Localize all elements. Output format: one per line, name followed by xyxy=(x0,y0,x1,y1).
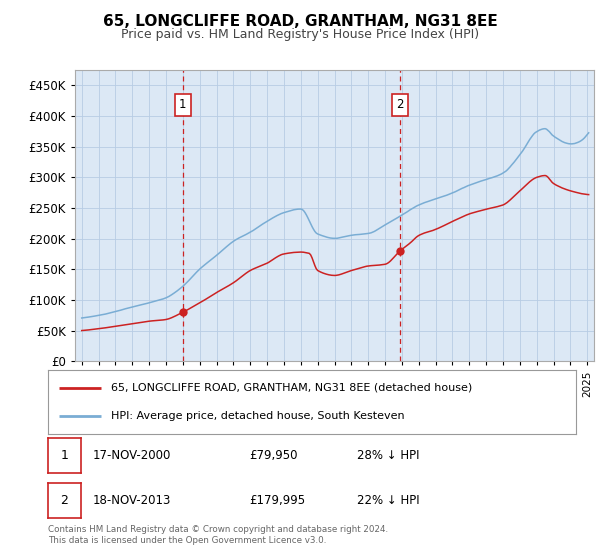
Text: Price paid vs. HM Land Registry's House Price Index (HPI): Price paid vs. HM Land Registry's House … xyxy=(121,28,479,41)
Text: £179,995: £179,995 xyxy=(249,494,305,507)
Text: 2: 2 xyxy=(61,494,68,507)
Text: HPI: Average price, detached house, South Kesteven: HPI: Average price, detached house, Sout… xyxy=(112,411,405,421)
Text: 1: 1 xyxy=(61,449,68,463)
Text: £79,950: £79,950 xyxy=(249,449,298,463)
Text: 2: 2 xyxy=(397,99,404,111)
Text: 22% ↓ HPI: 22% ↓ HPI xyxy=(357,494,419,507)
Text: 65, LONGCLIFFE ROAD, GRANTHAM, NG31 8EE (detached house): 65, LONGCLIFFE ROAD, GRANTHAM, NG31 8EE … xyxy=(112,382,473,393)
Text: 18-NOV-2013: 18-NOV-2013 xyxy=(93,494,172,507)
Text: 65, LONGCLIFFE ROAD, GRANTHAM, NG31 8EE: 65, LONGCLIFFE ROAD, GRANTHAM, NG31 8EE xyxy=(103,14,497,29)
Text: Contains HM Land Registry data © Crown copyright and database right 2024.
This d: Contains HM Land Registry data © Crown c… xyxy=(48,525,388,545)
Text: 1: 1 xyxy=(179,99,187,111)
Text: 28% ↓ HPI: 28% ↓ HPI xyxy=(357,449,419,463)
Text: 17-NOV-2000: 17-NOV-2000 xyxy=(93,449,172,463)
